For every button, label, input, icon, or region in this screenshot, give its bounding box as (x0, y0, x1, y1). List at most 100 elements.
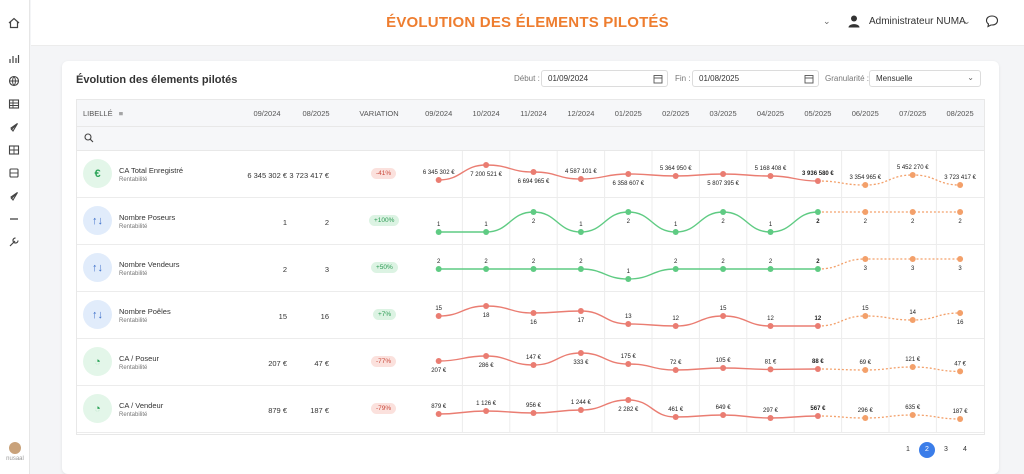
row-category: Rentabilité (119, 271, 148, 277)
end-date-input[interactable]: 01/08/2025 (692, 70, 819, 87)
brand-logo-icon (9, 442, 21, 454)
variation-badge: +50% (371, 262, 398, 273)
arrows-updown-icon: ↑↓ (83, 253, 112, 282)
data-table: LIBELLÉ ≡ 09/2024 08/2025 VARIATION 09/2… (76, 99, 985, 435)
search-row[interactable] (77, 127, 984, 151)
row-end-value: 3 723 417 € (289, 171, 329, 180)
end-date-value: 01/08/2025 (699, 74, 740, 83)
column-header-month: 06/2025 (851, 109, 879, 118)
variation-badge: -77% (371, 356, 397, 367)
row-start-value: 15 (278, 312, 287, 321)
euro-icon: € (83, 159, 112, 188)
sidebar: nusaal (0, 0, 30, 474)
row-category: Rentabilité (119, 177, 148, 183)
table-icon[interactable] (7, 97, 21, 111)
row-label: CA / Poseur (119, 354, 160, 363)
globe-icon[interactable] (7, 74, 21, 88)
page-title: ÉVOLUTION DES ÉLEMENTS PILOTÉS (386, 14, 669, 31)
end-date-label: Fin : (675, 74, 691, 83)
filter-icon[interactable]: ≡ (118, 109, 124, 118)
rocket-icon-2[interactable] (7, 189, 21, 203)
row-label: Nombre Vendeurs (119, 260, 180, 269)
row-category: Rentabilité (119, 224, 148, 230)
row-start-value: 6 345 302 € (247, 171, 287, 180)
page-button[interactable]: 4 (963, 446, 967, 453)
granularity-label: Granularité : (825, 74, 870, 83)
row-start-value: 2 (282, 265, 287, 274)
start-date-input[interactable]: 01/09/2024 (541, 70, 668, 87)
chevron-down-icon[interactable]: ⌄ (823, 16, 831, 26)
row-category: Rentabilité (119, 365, 148, 371)
brand-name: nusaal (6, 456, 24, 462)
row-start-value: 879 € (268, 406, 287, 415)
row-start-value: 1 (282, 218, 287, 227)
granularity-select[interactable]: Mensuelle ⌄ (869, 70, 981, 87)
page-button[interactable]: 2 (919, 442, 935, 458)
bar-chart-icon[interactable] (7, 52, 21, 66)
column-header-month: 12/2024 (567, 109, 595, 118)
user-menu-chevron-icon[interactable]: ⌄ (963, 16, 971, 26)
arrows-updown-icon: ↑↓ (83, 206, 112, 235)
column-header-month: 04/2025 (756, 109, 785, 118)
row-category: Rentabilité (119, 318, 148, 324)
archive-icon[interactable] (7, 166, 21, 180)
chevron-down-icon: ⌄ (967, 73, 974, 82)
start-date-label: Début : (514, 74, 540, 83)
column-header-variation: VARIATION (359, 109, 399, 118)
column-header-month: 09/2024 (425, 109, 453, 118)
column-header-libelle-text: LIBELLÉ (83, 109, 113, 118)
row-end-value: 16 (320, 312, 329, 321)
row-label: Nombre Poêles (119, 307, 171, 316)
gauge-icon: ◔ (83, 347, 112, 376)
table-row[interactable]: ↑↓ Nombre Poseurs Rentabilité 1 2 +100% (77, 198, 984, 245)
gauge-icon: ◔ (83, 394, 112, 423)
table-row[interactable]: ↑↓ Nombre Vendeurs Rentabilité 2 3 +50% (77, 245, 984, 292)
column-header-month: 10/2024 (472, 109, 500, 118)
arrows-updown-icon: ↑↓ (83, 300, 112, 329)
table-header: LIBELLÉ ≡ 09/2024 08/2025 VARIATION 09/2… (77, 100, 984, 127)
row-category: Rentabilité (119, 412, 148, 418)
column-header-month: 01/2025 (614, 109, 642, 118)
minus-icon[interactable] (7, 212, 21, 226)
row-end-value: 187 € (310, 406, 329, 415)
rocket-icon[interactable] (7, 120, 21, 134)
table-row[interactable]: ◔ CA / Poseur Rentabilité 207 € 47 € -77% (77, 339, 984, 386)
page-button[interactable]: 3 (944, 446, 948, 453)
brand-logo: nusaal (3, 442, 27, 462)
column-header-month: 05/2025 (804, 109, 832, 118)
column-header-month: 11/2024 (520, 109, 547, 118)
column-header-libelle[interactable]: LIBELLÉ ≡ (83, 109, 123, 118)
top-header: ÉVOLUTION DES ÉLEMENTS PILOTÉS ⌄ Adminis… (31, 0, 1024, 46)
table-row[interactable]: ◔ CA / Vendeur Rentabilité 879 € 187 € -79% (77, 386, 984, 433)
table-row[interactable]: € CA Total Enregistré Rentabilité 6 345 302… (77, 151, 984, 198)
grid-icon[interactable] (7, 143, 21, 157)
user-name[interactable]: Administrateur NUMA (869, 16, 966, 27)
user-icon[interactable] (847, 14, 861, 28)
row-end-value: 47 € (314, 359, 329, 368)
calendar-icon[interactable] (804, 74, 814, 84)
column-header-month: 02/2025 (662, 109, 690, 118)
chat-icon[interactable] (985, 14, 999, 28)
page-button[interactable]: 1 (906, 446, 910, 453)
row-end-value: 3 (324, 265, 329, 274)
row-end-value: 2 (324, 218, 329, 227)
variation-badge: +7% (373, 309, 397, 320)
row-label: CA / Vendeur (119, 401, 164, 410)
row-label: Nombre Poseurs (119, 213, 176, 222)
wrench-icon[interactable] (7, 235, 21, 249)
column-header-end: 08/2025 (302, 109, 330, 118)
card-title: Évolution des élements pilotés (76, 74, 238, 86)
variation-badge: -41% (371, 168, 397, 179)
home-icon[interactable] (7, 16, 21, 30)
row-label: CA Total Enregistré (119, 166, 184, 175)
search-icon[interactable] (84, 133, 94, 143)
start-date-value: 01/09/2024 (548, 74, 589, 83)
column-header-month: 03/2025 (709, 109, 737, 118)
granularity-value: Mensuelle (876, 74, 913, 83)
table-row[interactable]: ↑↓ Nombre Poêles Rentabilité 15 16 +7% (77, 292, 984, 339)
variation-badge: -79% (371, 403, 397, 414)
column-header-month: 07/2025 (899, 109, 927, 118)
variation-badge: +100% (369, 215, 400, 226)
calendar-icon[interactable] (653, 74, 663, 84)
